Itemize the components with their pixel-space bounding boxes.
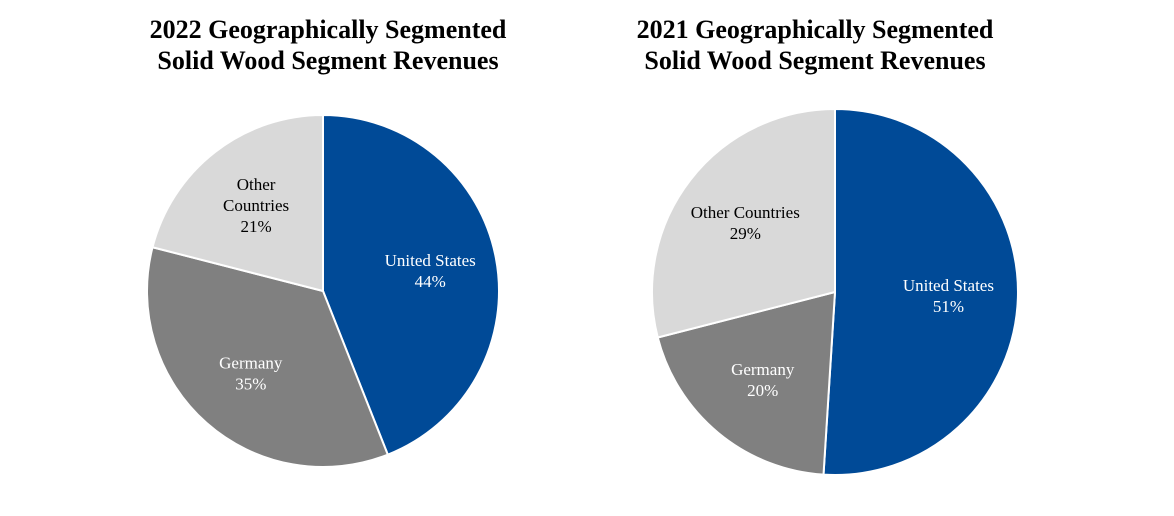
slice-category-label: Germany <box>219 353 283 372</box>
slice-category-label: United States <box>903 276 994 295</box>
chart-title-2022: 2022 Geographically Segmented Solid Wood… <box>108 14 548 76</box>
slice-value-label: 51% <box>933 297 964 316</box>
chart-title-2021-line-2: Solid Wood Segment Revenues <box>644 46 986 75</box>
slice-label-other-countries-2022: Other Countries 21% <box>223 175 289 236</box>
chart-title-2022-line-1: 2022 Geographically Segmented <box>149 15 507 44</box>
slice-label-germany-2022: Germany 35% <box>219 353 283 393</box>
slice-value-label: 44% <box>415 272 446 291</box>
pie-slice-other-countries-2021 <box>651 108 836 339</box>
slice-value-label: 21% <box>241 217 272 236</box>
slice-category-label: Other <box>237 175 276 194</box>
slice-category-label: Other Countries <box>691 203 800 222</box>
slice-label-other-countries-2021: Other Countries 29% <box>691 203 800 243</box>
slice-value-label: 20% <box>747 381 778 400</box>
pie-slice-united-states-2022 <box>322 114 500 456</box>
slice-label-united-states-2021: United States 51% <box>903 276 994 316</box>
pie-slice-germany-2022 <box>146 246 389 468</box>
chart-title-2021-line-1: 2021 Geographically Segmented <box>636 15 994 44</box>
slice-category-label: Countries <box>223 196 289 215</box>
slice-value-label: 35% <box>235 374 266 393</box>
chart-title-2022-line-2: Solid Wood Segment Revenues <box>157 46 499 75</box>
pie-slice-united-states-2021 <box>822 108 1019 476</box>
slice-label-united-states-2022: United States 44% <box>385 251 476 291</box>
slice-category-label: Germany <box>731 360 795 379</box>
pie-slice-germany-2021 <box>656 291 836 476</box>
pie-chart-2022: United States 44% Germany 35% Other Countries… <box>146 114 500 468</box>
slice-label-germany-2021: Germany 20% <box>731 360 795 400</box>
slice-category-label: United States <box>385 251 476 270</box>
pie-chart-2021: United States 51% Germany 20% Other Countrie… <box>651 108 1019 476</box>
slice-value-label: 29% <box>730 224 761 243</box>
pie-slice-other-countries-2022 <box>151 114 324 292</box>
chart-title-2021: 2021 Geographically Segmented Solid Wood… <box>595 14 1035 76</box>
